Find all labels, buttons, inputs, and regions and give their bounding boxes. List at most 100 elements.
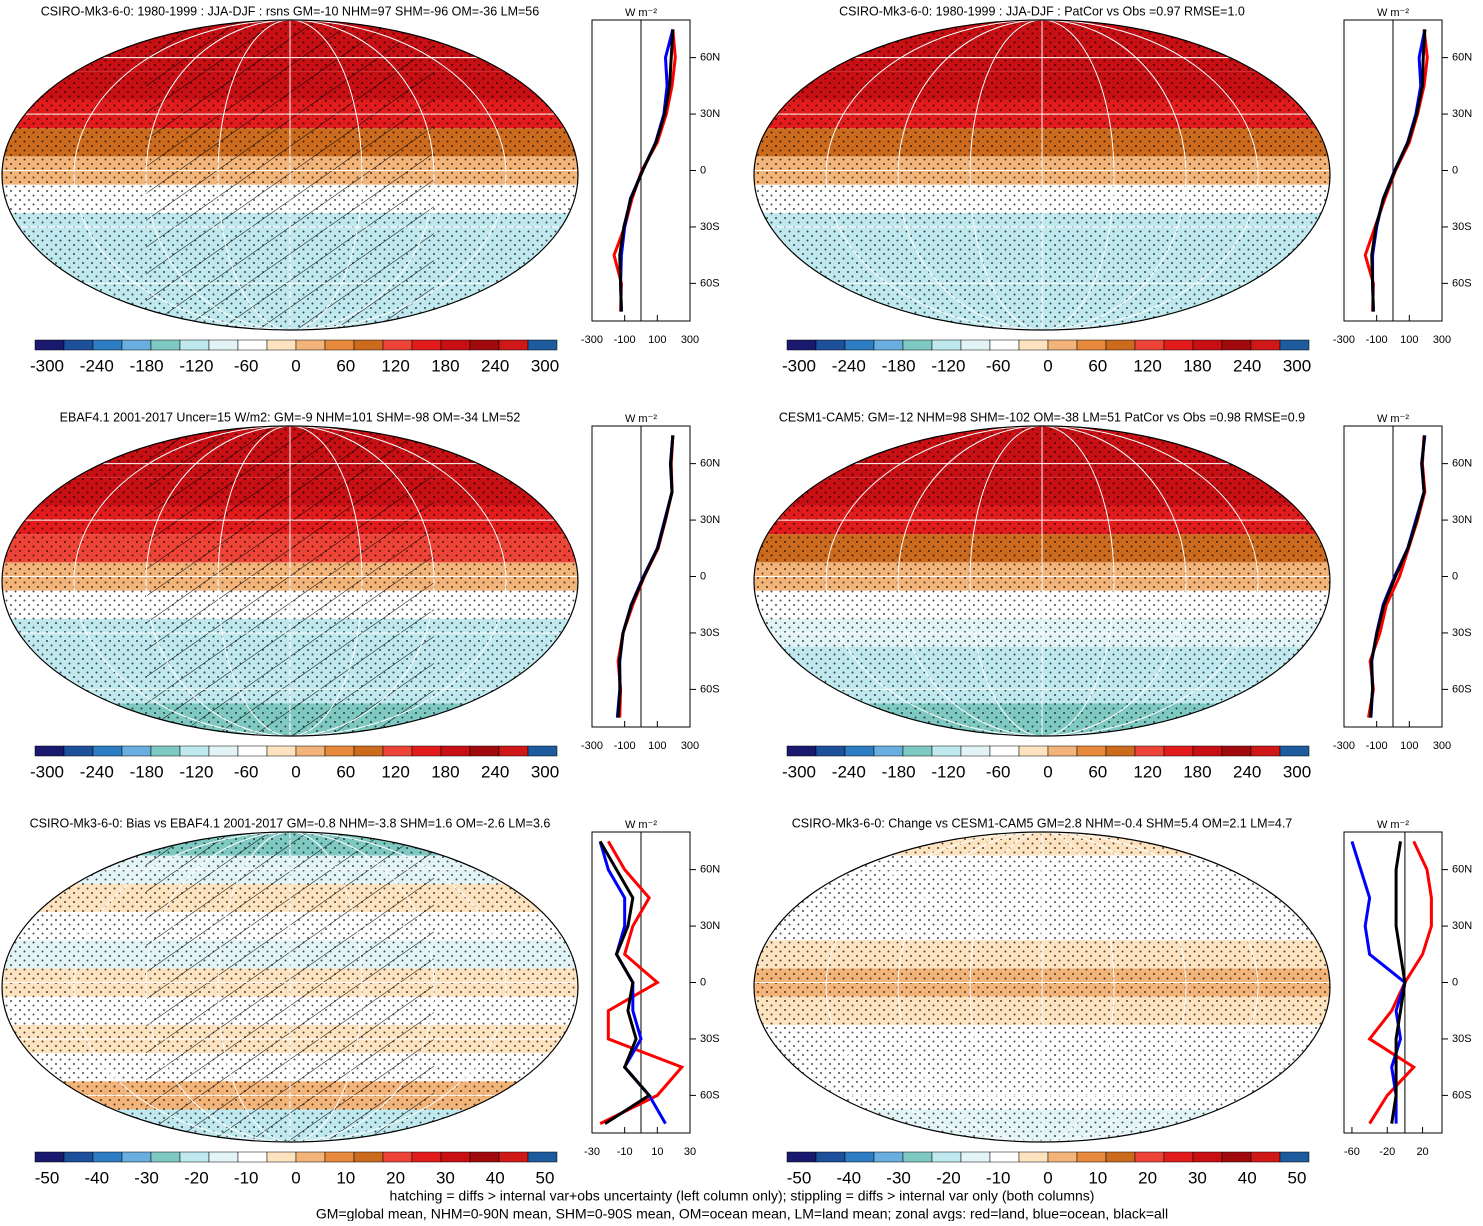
colorbar-box (353, 745, 384, 757)
colorbar-label: -300 (782, 762, 816, 781)
colorbar-box (411, 1151, 442, 1163)
colorbar-box (1105, 745, 1136, 757)
x-tick-label: -20 (1379, 1146, 1395, 1158)
y-tick-label: 30N (700, 920, 720, 932)
colorbar-box (1192, 745, 1223, 757)
colorbar-label: -30 (886, 1168, 911, 1187)
colorbar-box (179, 339, 210, 351)
colorbar-label: -240 (80, 356, 114, 375)
colorbar-label: 120 (381, 356, 409, 375)
y-tick-label: 30N (700, 108, 720, 120)
colorbar-box (1134, 339, 1165, 351)
colorbar-box (179, 745, 210, 757)
colorbar-box (527, 1151, 558, 1163)
y-tick-label: 60S (1452, 683, 1472, 695)
colorbar-box (902, 1151, 933, 1163)
colorbar-box (931, 1151, 962, 1163)
colorbar-label: 0 (291, 1168, 300, 1187)
y-tick-label: 30N (1452, 108, 1472, 120)
y-tick-label: 30S (700, 221, 720, 233)
map (754, 832, 1330, 1142)
colorbar-box (786, 339, 817, 351)
colorbar-box (844, 745, 875, 757)
colorbar-label: -240 (832, 762, 866, 781)
colorbar-label: -120 (931, 356, 965, 375)
x-tick-label: 300 (1433, 334, 1451, 346)
colorbar-label: 120 (1133, 762, 1161, 781)
y-tick-label: 60N (1452, 864, 1472, 876)
y-tick-label: 30N (1452, 920, 1472, 932)
colorbar-box (1279, 339, 1310, 351)
colorbar-box (266, 1151, 297, 1163)
colorbar-box (815, 1151, 846, 1163)
x-tick-label: -300 (581, 334, 603, 346)
x-tick-label: 10 (651, 1146, 663, 1158)
colorbar-box (92, 1151, 123, 1163)
colorbar-label: -30 (134, 1168, 159, 1187)
y-tick-label: 60N (700, 52, 720, 64)
y-tick-label: 0 (700, 164, 706, 176)
colorbar-box (295, 1151, 326, 1163)
zonal-line (1368, 435, 1427, 718)
colorbar-label: 20 (1138, 1168, 1157, 1187)
panel-title: EBAF4.1 2001-2017 Uncer=15 W/m2: GM=-9 N… (60, 410, 521, 424)
x-tick-label: 300 (1433, 740, 1451, 752)
colorbar-label: -20 (936, 1168, 961, 1187)
zonal-line (599, 840, 685, 1125)
colorbar-box (1221, 1151, 1252, 1163)
panel-title: CSIRO-Mk3-6-0: 1980-1999 : JJA-DJF : rsn… (41, 4, 539, 18)
colorbar-box (208, 339, 239, 351)
map-border (1, 831, 579, 1143)
x-tick-label: -300 (1333, 334, 1355, 346)
colorbar-label: -40 (837, 1168, 862, 1187)
colorbar-label: 60 (336, 762, 355, 781)
colorbar-box (1221, 339, 1252, 351)
colorbar-box (121, 745, 152, 757)
map-meridian (217, 426, 363, 736)
footer-line: hatching = diffs > internal var+obs unce… (390, 1188, 1095, 1204)
colorbar-label: 50 (536, 1168, 555, 1187)
map-border (1, 19, 579, 331)
colorbar-label: -60 (986, 762, 1011, 781)
colorbar-box (382, 1151, 413, 1163)
map-meridian (825, 426, 1259, 736)
panel-title: CESM1-CAM5: GM=-12 NHM=98 SHM=-102 OM=-3… (779, 410, 1305, 424)
colorbar-box (931, 339, 962, 351)
zonal-line (1370, 29, 1427, 312)
y-tick-label: 30S (700, 1033, 720, 1045)
profile-unit: W m⁻² (1377, 7, 1409, 19)
x-tick-label: -100 (614, 740, 636, 752)
colorbar-label: -50 (35, 1168, 60, 1187)
map (2, 426, 578, 736)
colorbar-label: -60 (986, 356, 1011, 375)
colorbar-box (237, 745, 268, 757)
map (2, 832, 578, 1142)
colorbar-box (1163, 339, 1194, 351)
colorbar-box (1047, 1151, 1078, 1163)
colorbar-label: 60 (1088, 762, 1107, 781)
map (754, 20, 1330, 330)
colorbar-box (382, 745, 413, 757)
colorbar-label: -300 (30, 762, 64, 781)
colorbar-box (1018, 745, 1049, 757)
colorbar-label: 0 (1043, 1168, 1052, 1187)
colorbar-box (1250, 745, 1281, 757)
colorbar-box (295, 745, 326, 757)
zonal-line (598, 840, 652, 1125)
colorbar-label: 40 (1238, 1168, 1257, 1187)
colorbar-label: -60 (234, 762, 259, 781)
map-meridian (969, 832, 1115, 1142)
zonal-line (1390, 841, 1407, 1124)
colorbar-box (179, 1151, 210, 1163)
colorbar-box (1047, 339, 1078, 351)
colorbar-box (1134, 745, 1165, 757)
colorbar-label: 240 (481, 762, 509, 781)
colorbar-label: -60 (234, 356, 259, 375)
colorbar-box (150, 745, 181, 757)
map-meridian (217, 20, 363, 330)
map-meridian (145, 20, 435, 330)
colorbar-label: -40 (85, 1168, 110, 1187)
profile-unit: W m⁻² (1377, 819, 1409, 831)
colorbar-box (1047, 745, 1078, 757)
colorbar-box (960, 339, 991, 351)
